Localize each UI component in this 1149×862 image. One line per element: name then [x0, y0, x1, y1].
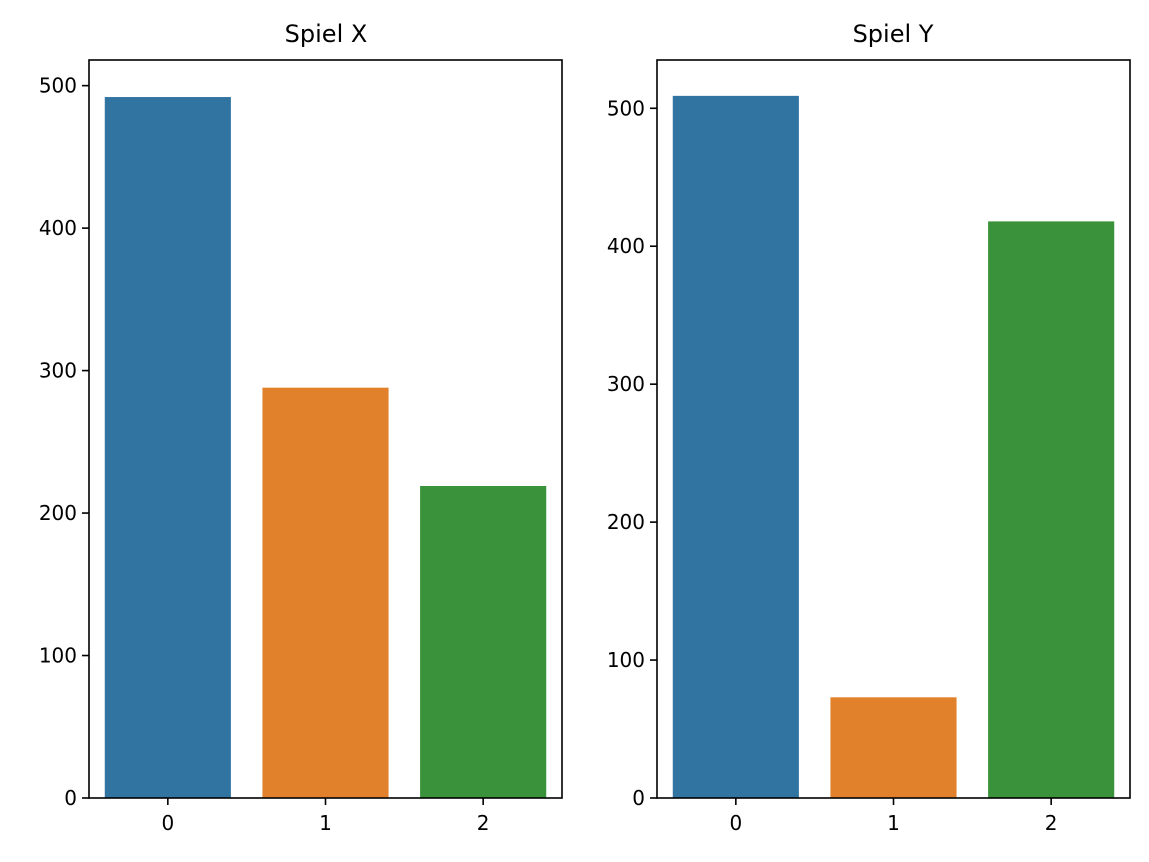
y-tick-label: 100 [607, 648, 645, 672]
x-axis-ticks: 0 1 2 [729, 798, 1058, 835]
x-axis-ticks: 0 1 2 [161, 798, 490, 835]
x-tick-label: 1 [887, 811, 900, 835]
y-tick-label: 0 [632, 786, 645, 810]
x-tick-label: 2 [1045, 811, 1058, 835]
y-axis-ticks: 0 100 200 300 400 500 [607, 96, 657, 810]
y-tick-label: 200 [39, 501, 77, 525]
y-tick-label: 0 [64, 786, 77, 810]
x-tick-label: 2 [477, 811, 490, 835]
y-axis-ticks: 0 100 200 300 400 500 [39, 74, 89, 810]
y-tick-label: 500 [607, 96, 645, 120]
bar-1 [262, 387, 389, 798]
chart-title: Spiel Y [853, 20, 934, 48]
bar-0 [104, 97, 231, 799]
bar-2 [420, 485, 547, 798]
y-tick-label: 300 [39, 359, 77, 383]
y-tick-label: 100 [39, 644, 77, 668]
x-tick-label: 0 [729, 811, 742, 835]
axes-frame [88, 59, 563, 799]
bar-0 [672, 95, 799, 799]
x-tick-label: 0 [161, 811, 174, 835]
y-tick-label: 300 [607, 372, 645, 396]
bar-2 [988, 221, 1115, 798]
chart-panel-spiel-y: Spiel Y 0 100 200 300 400 500 0 1 2 [607, 20, 1131, 835]
y-tick-label: 500 [39, 74, 77, 98]
bar-group [104, 97, 547, 799]
bar-1 [830, 697, 957, 798]
y-tick-label: 400 [39, 216, 77, 240]
chart-title: Spiel X [285, 20, 368, 48]
y-tick-label: 400 [607, 234, 645, 258]
x-tick-label: 1 [319, 811, 332, 835]
axes-frame [656, 59, 1131, 799]
y-tick-label: 200 [607, 510, 645, 534]
bar-group [672, 95, 1115, 799]
chart-panel-spiel-x: Spiel X 0 100 200 300 400 500 0 1 2 [39, 20, 563, 835]
